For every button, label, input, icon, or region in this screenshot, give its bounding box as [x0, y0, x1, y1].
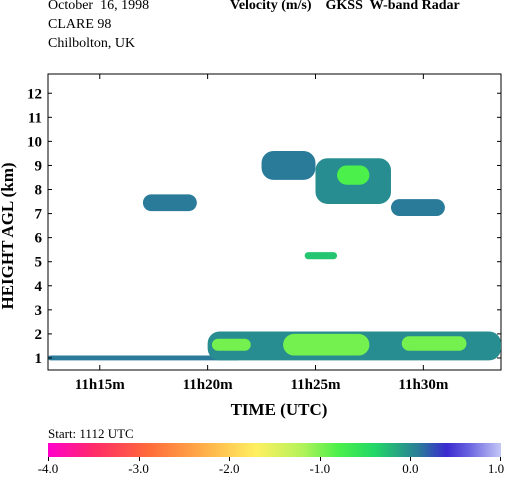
- y-tick-label: 3: [35, 303, 43, 319]
- echo-region: [390, 199, 445, 216]
- y-tick-label: 8: [35, 183, 43, 199]
- y-axis-label: HEIGHT AGL (km): [0, 162, 17, 309]
- campaign-text: CLARE 98: [48, 17, 112, 32]
- colorbar-tick: [48, 457, 49, 461]
- chart-title: Velocity (m/s) GKSS W-band Radar: [230, 0, 460, 13]
- plot-frame: [47, 73, 502, 371]
- y-tick-label: 4: [35, 279, 43, 295]
- echo-region: [48, 355, 240, 361]
- colorbar-tick-label: -2.0: [218, 461, 240, 476]
- start-time-label: Start: 1112 UTC: [48, 426, 134, 441]
- colorbar-tick-label: 1.0: [487, 461, 505, 476]
- y-tick-label: 6: [35, 231, 43, 247]
- y-tick-label: 10: [27, 134, 42, 150]
- echo-regions: [48, 151, 501, 361]
- colorbar-tick: [319, 457, 321, 461]
- y-tick-label: 1: [35, 351, 43, 367]
- x-tick-label: 11h25m: [290, 377, 341, 393]
- y-tick-label: 7: [35, 207, 43, 223]
- echo-region: [283, 333, 370, 356]
- colorbar-tick-label: -3.0: [128, 461, 149, 476]
- y-tick-label: 9: [35, 158, 43, 174]
- y-tick-label: 5: [35, 255, 43, 271]
- colorbar-tick-label: -1.0: [309, 461, 331, 476]
- colorbar-tick: [138, 457, 140, 461]
- colorbar-tick: [410, 457, 412, 461]
- x-tick-label: 11h15m: [75, 377, 126, 393]
- echo-region: [304, 252, 338, 260]
- echo-region: [401, 336, 467, 351]
- header-info: October 16, 1998 CLARE 98 Chilbolton, UK: [48, 0, 149, 53]
- velocity-colorbar: [48, 443, 501, 457]
- x-tick-label: 11h20m: [183, 377, 234, 393]
- x-tick-label: 11h30m: [398, 377, 449, 393]
- y-tick-label: 12: [27, 86, 42, 102]
- echo-region: [142, 194, 197, 212]
- location-text: Chilbolton, UK: [48, 36, 136, 51]
- y-tick-label: 11: [28, 110, 42, 126]
- colorbar-tick-label: -4.0: [37, 461, 59, 476]
- echo-region: [261, 151, 316, 180]
- date-text: October 16, 1998: [48, 0, 150, 13]
- x-axis-label: TIME (UTC): [231, 400, 328, 419]
- echo-region: [337, 165, 370, 185]
- colorbar-tick: [500, 457, 501, 461]
- echo-region: [211, 338, 251, 351]
- colorbar-tick: [229, 457, 231, 461]
- y-tick-label: 2: [35, 327, 43, 343]
- colorbar-tick-label: 0.0: [402, 461, 419, 476]
